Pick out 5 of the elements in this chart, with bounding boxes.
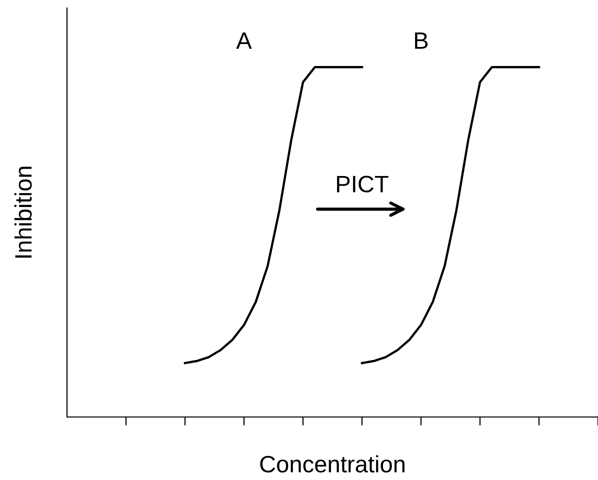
text: A bbox=[236, 32, 252, 49]
text: B bbox=[415, 32, 428, 49]
y-axis-title: Inhibition bbox=[14, 166, 32, 258]
annotation: PICT bbox=[337, 176, 388, 192]
x-axis-title: Concentration bbox=[260, 455, 404, 473]
